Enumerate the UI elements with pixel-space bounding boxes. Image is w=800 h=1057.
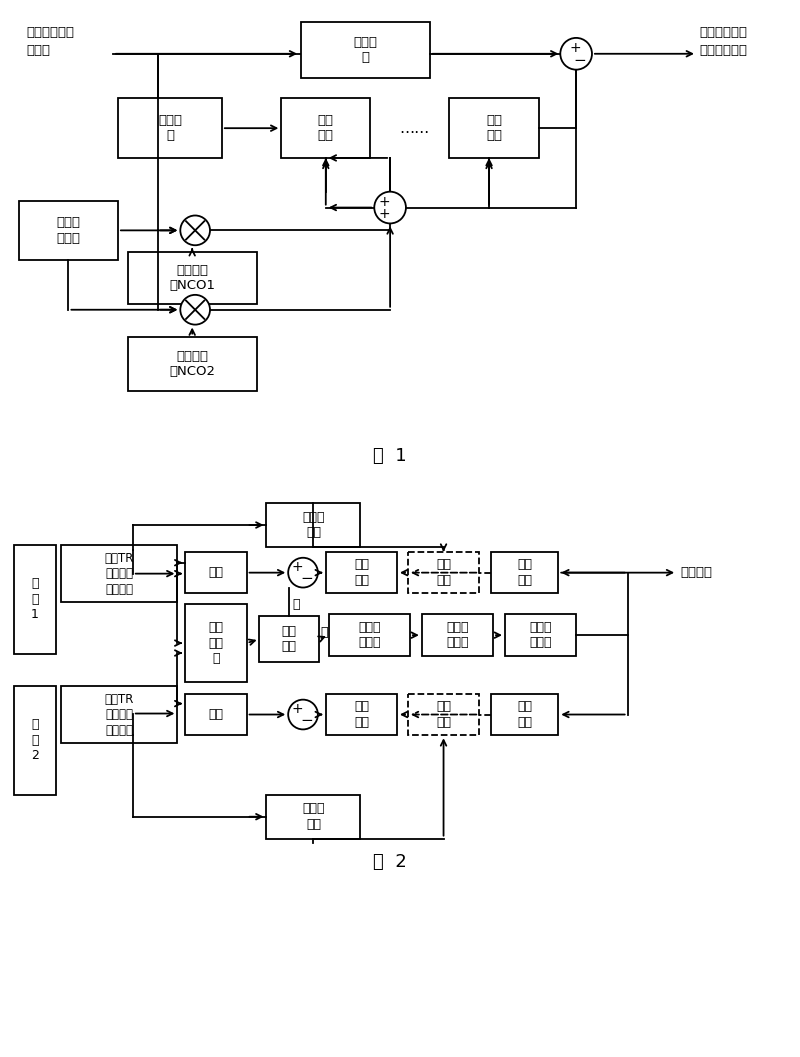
Text: ……: …… bbox=[400, 120, 430, 135]
Bar bbox=[282, 98, 370, 157]
Bar bbox=[408, 552, 479, 593]
Bar bbox=[266, 503, 361, 546]
Bar bbox=[408, 693, 479, 736]
Text: 预晞变
系数: 预晞变 系数 bbox=[302, 511, 325, 539]
Bar bbox=[128, 336, 257, 391]
Text: 合路时域信号: 合路时域信号 bbox=[700, 43, 748, 57]
Text: 图  2: 图 2 bbox=[374, 853, 407, 871]
Text: +: + bbox=[570, 41, 581, 55]
Bar bbox=[259, 616, 319, 662]
Bar bbox=[19, 201, 118, 260]
Text: 载
波
1: 载 波 1 bbox=[31, 577, 38, 622]
Text: −: − bbox=[301, 571, 314, 586]
Bar bbox=[491, 552, 558, 593]
Text: 提取噪
声: 提取噪 声 bbox=[158, 114, 182, 143]
Bar bbox=[61, 544, 178, 602]
Text: +: + bbox=[291, 560, 303, 574]
Text: 图  1: 图 1 bbox=[374, 446, 407, 465]
Text: 数控振荡
器NCO2: 数控振荡 器NCO2 bbox=[169, 350, 215, 378]
Text: 削波
噪声: 削波 噪声 bbox=[517, 558, 532, 587]
Text: 匹配
滤波: 匹配 滤波 bbox=[486, 114, 502, 143]
Bar bbox=[326, 552, 397, 593]
Bar bbox=[422, 614, 493, 656]
Text: 否: 否 bbox=[320, 626, 327, 638]
Text: 域信号: 域信号 bbox=[26, 43, 50, 57]
Bar bbox=[128, 253, 257, 303]
Text: 相位
旋转: 相位 旋转 bbox=[436, 701, 451, 728]
Text: 多载
波合
路: 多载 波合 路 bbox=[209, 622, 223, 665]
Circle shape bbox=[560, 38, 592, 70]
Circle shape bbox=[374, 191, 406, 223]
Bar bbox=[14, 686, 56, 795]
Bar bbox=[186, 552, 246, 593]
Circle shape bbox=[288, 558, 318, 588]
Bar bbox=[61, 686, 178, 743]
Bar bbox=[326, 693, 397, 736]
Bar bbox=[186, 605, 246, 682]
Text: 中频通道: 中频通道 bbox=[680, 567, 712, 579]
Text: 数控振荡
器NCO1: 数控振荡 器NCO1 bbox=[169, 264, 215, 292]
Bar bbox=[14, 544, 56, 654]
Bar bbox=[450, 98, 538, 157]
Text: −: − bbox=[301, 713, 314, 728]
Text: +: + bbox=[291, 702, 303, 716]
Text: 削波后多载波: 削波后多载波 bbox=[700, 26, 748, 39]
Text: 时延: 时延 bbox=[209, 708, 223, 721]
Text: −: − bbox=[574, 53, 586, 69]
Text: 指标
评价: 指标 评价 bbox=[282, 625, 297, 653]
Text: +: + bbox=[378, 194, 390, 208]
Text: 时延: 时延 bbox=[209, 567, 223, 579]
Bar bbox=[266, 795, 361, 838]
Bar bbox=[118, 98, 222, 157]
Text: 对消
噪声: 对消 噪声 bbox=[354, 558, 369, 587]
Text: 处理延
时: 处理延 时 bbox=[354, 36, 378, 64]
Bar bbox=[491, 693, 558, 736]
Text: 载
波
2: 载 波 2 bbox=[31, 719, 38, 762]
Text: 是: 是 bbox=[292, 598, 300, 611]
Text: 多载波合路时: 多载波合路时 bbox=[26, 26, 74, 39]
Text: +: + bbox=[378, 207, 390, 222]
Text: 提取削
波噪声: 提取削 波噪声 bbox=[358, 620, 381, 649]
Text: 匹配
滤波: 匹配 滤波 bbox=[318, 114, 334, 143]
Text: 削波噪
声分配: 削波噪 声分配 bbox=[530, 620, 552, 649]
Text: 空闲TR
位置标记
频域信号: 空闲TR 位置标记 频域信号 bbox=[104, 552, 134, 596]
Text: 预晞变
系数: 预晞变 系数 bbox=[302, 802, 325, 831]
Text: 削波
噪声: 削波 噪声 bbox=[517, 701, 532, 728]
Text: 空闲TR
位置标记
频域信号: 空闲TR 位置标记 频域信号 bbox=[104, 692, 134, 737]
Text: 源滤波
器系数: 源滤波 器系数 bbox=[57, 216, 81, 244]
Bar bbox=[186, 693, 246, 736]
Circle shape bbox=[180, 295, 210, 324]
Bar bbox=[301, 22, 430, 77]
Bar bbox=[329, 614, 410, 656]
Bar bbox=[505, 614, 576, 656]
Circle shape bbox=[288, 700, 318, 729]
Circle shape bbox=[180, 216, 210, 245]
Text: 削波噪
声映射: 削波噪 声映射 bbox=[446, 620, 469, 649]
Text: 相位
旋转: 相位 旋转 bbox=[436, 558, 451, 587]
Text: 对消
噪声: 对消 噪声 bbox=[354, 701, 369, 728]
